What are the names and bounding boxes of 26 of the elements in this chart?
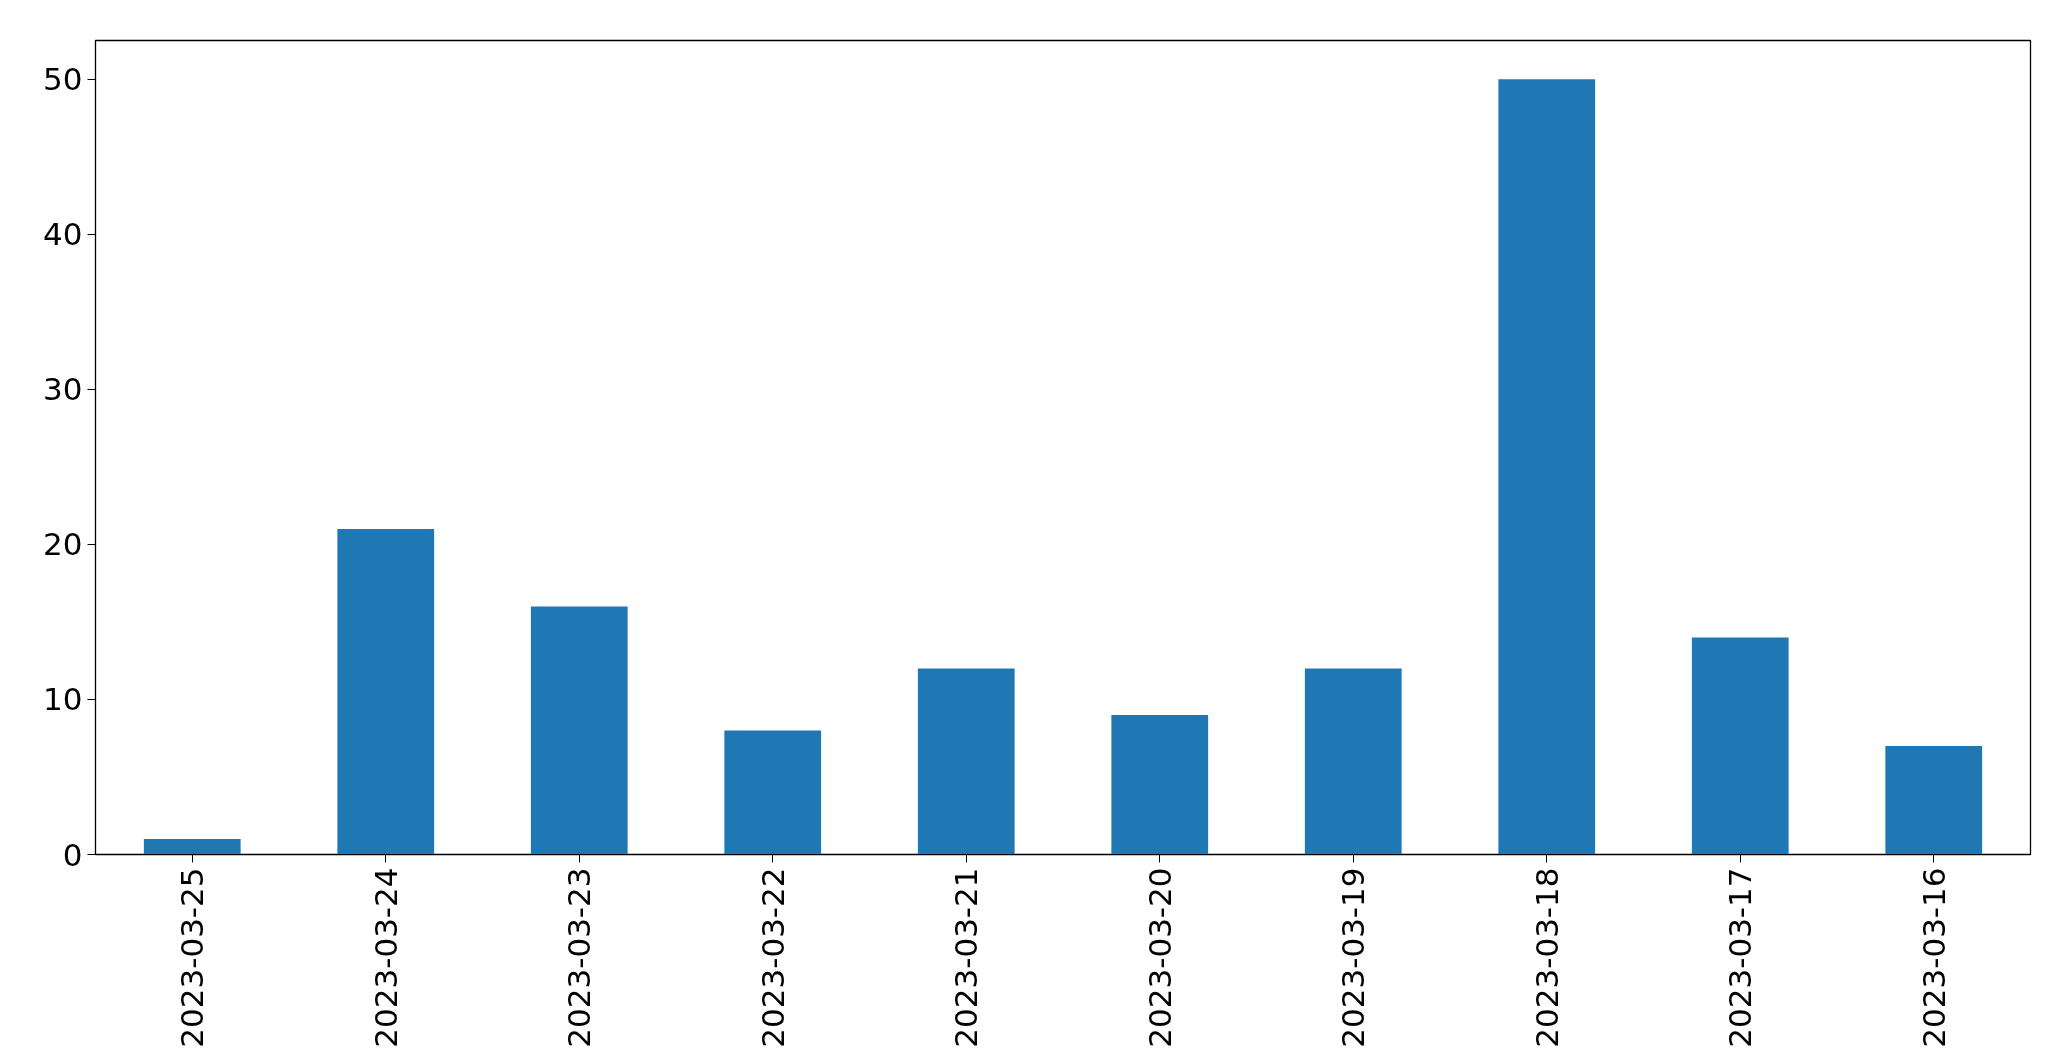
bar [1691,637,1789,855]
y-tick-label: 20 [43,526,83,563]
bar [530,606,628,855]
x-tick-label: 2023-03-25 [174,867,211,1048]
y-tick-label: 0 [62,836,83,873]
x-tick-label: 2023-03-17 [1722,867,1759,1048]
x-tick-label: 2023-03-20 [1141,867,1178,1048]
y-tick-label: 50 [43,61,83,98]
x-tick-label: 2023-03-21 [948,867,985,1048]
x-tick-label: 2023-03-16 [1915,867,1952,1048]
bar [1111,714,1209,855]
bar [1885,745,1983,855]
x-tick-label: 2023-03-19 [1335,867,1372,1048]
x-tick-label: 2023-03-23 [561,867,598,1048]
bar [1498,79,1596,855]
y-tick-label: 40 [43,216,83,253]
bar [143,839,241,855]
x-tick-label: 2023-03-18 [1528,867,1565,1048]
x-tick-label: 2023-03-22 [754,867,791,1048]
y-tick-label: 30 [43,371,83,408]
bar [1304,668,1402,855]
x-tick-label: 2023-03-24 [367,867,404,1048]
bar [337,528,435,855]
bar [724,730,822,855]
y-tick-label: 10 [43,681,83,718]
bar [917,668,1015,855]
